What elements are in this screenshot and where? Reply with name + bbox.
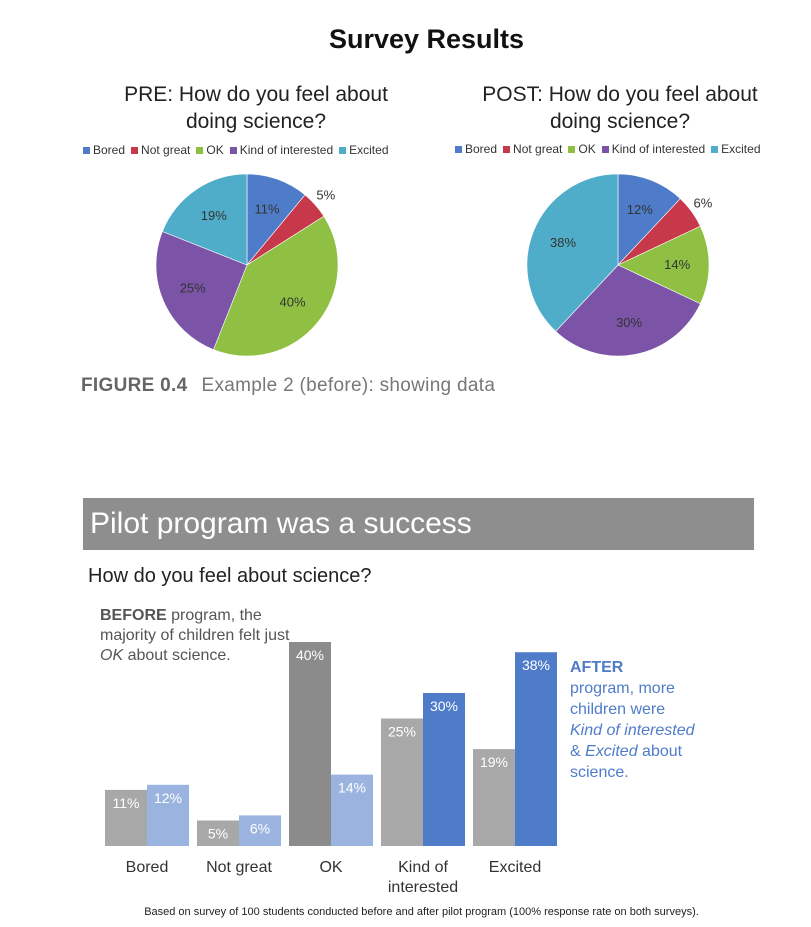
legend-item-ok: OK (196, 143, 224, 157)
legend-swatch (229, 146, 237, 154)
before-note-bold: BEFORE (100, 607, 167, 624)
pie-data-label: 14% (664, 257, 690, 272)
pie-data-label: 11% (255, 201, 280, 216)
after-note-italic-2: Excited (585, 743, 638, 760)
post-pie-legend: Bored Not great OK Kind of interested Ex… (455, 142, 761, 156)
legend-item-not-great: Not great (503, 142, 562, 156)
banner-title: Pilot program was a success (83, 498, 754, 550)
legend-swatch (568, 145, 576, 153)
legend-item-bored: Bored (455, 142, 497, 156)
before-note-italic: OK (100, 647, 124, 664)
bar-label-after: 6% (250, 820, 270, 836)
pie-data-label: 5% (316, 188, 335, 203)
pie-data-label: 6% (694, 195, 713, 210)
legend-swatch (196, 146, 204, 154)
category-label: Kind of (398, 859, 448, 876)
after-note-tail: about science. (570, 743, 683, 781)
legend-label: Kind of interested (611, 142, 706, 156)
pie-slice-ok (617, 225, 710, 305)
bar-label-before: 19% (480, 754, 508, 770)
bar-label-before: 40% (296, 647, 324, 663)
bar-label-before: 25% (388, 724, 416, 740)
bar-after-excited (515, 652, 557, 846)
legend-label: Bored (93, 143, 126, 157)
legend-label: Excited (349, 143, 389, 157)
pie-data-label: 40% (280, 295, 306, 310)
legend-swatch (455, 145, 462, 153)
category-label: Bored (126, 859, 169, 876)
bar-before-not-great (197, 820, 239, 846)
bar-chart-question: How do you feel about science? (88, 565, 372, 587)
pie-slice-excited (162, 173, 248, 266)
category-label: Excited (489, 859, 541, 876)
category-label: OK (319, 859, 342, 876)
legend-label: Excited (721, 142, 761, 156)
bar-label-after: 30% (430, 698, 458, 714)
survey-title: Survey Results (328, 24, 525, 54)
legend-swatch (503, 145, 511, 153)
bar-chart: 11% 12% Bored 5% 6% Not great 40% 14% OK 25% 30% Ki… (105, 642, 557, 896)
figure-caption-text: Example 2 (before): showing data (201, 375, 496, 396)
pie-data-label: 30% (616, 315, 642, 330)
legend-label: OK (578, 142, 596, 156)
legend-label: Kind of interested (239, 143, 334, 157)
after-annotation: AFTER program, more children were Kind of… (570, 657, 700, 783)
legend-swatch (339, 146, 347, 154)
pie-slice-bored (617, 173, 681, 266)
pie-slice-kind-of-interested (555, 264, 701, 357)
legend-label: Not great (513, 142, 563, 156)
bar-before-kind-of-interested (381, 718, 423, 846)
legend-item-ok: OK (568, 142, 596, 156)
after-note-text: program, more children were (570, 680, 675, 718)
pie-data-label: 25% (180, 280, 206, 295)
legend-item-kind-of-interested: Kind of interested (601, 142, 706, 156)
after-note-italic-1: Kind of interested (570, 722, 695, 739)
after-note-bold: AFTER (570, 659, 624, 676)
legend-swatch (83, 146, 90, 154)
pie-slice-kind-of-interested (155, 231, 248, 350)
legend-swatch (601, 145, 609, 153)
before-note-tail: about science. (123, 647, 231, 664)
pie-data-label: 19% (201, 208, 227, 223)
category-label: Not great (206, 859, 272, 876)
bar-after-ok (331, 774, 373, 846)
pre-pie-title: PRE: How do you feel about doing science… (124, 83, 388, 133)
figure-number: FIGURE 0.4 (81, 375, 188, 396)
bar-after-kind-of-interested (423, 693, 465, 846)
legend-item-bored: Bored (83, 143, 125, 157)
bar-label-before: 11% (113, 795, 140, 811)
footnote: Based on survey of 100 students conducte… (144, 906, 699, 918)
legend-item-not-great: Not great (131, 143, 190, 157)
legend-label: Not great (141, 143, 191, 157)
pie-data-label: 38% (550, 235, 576, 250)
legend-label: OK (206, 143, 224, 157)
legend-item-excited: Excited (711, 142, 761, 156)
legend-label: Bored (465, 142, 498, 156)
figure-caption: FIGURE 0.4 Example 2 (before): showing da… (81, 375, 495, 397)
before-annotation: BEFORE program, the majority of children… (100, 606, 300, 666)
pie-slice-excited (526, 173, 619, 332)
bar-after-bored (147, 784, 189, 846)
bar-before-bored (105, 789, 147, 846)
post-pie-title: POST: How do you feel about doing scienc… (482, 83, 758, 133)
legend-swatch (711, 145, 719, 153)
category-label: interested (388, 879, 458, 896)
bar-before-excited (473, 749, 515, 846)
legend-swatch (131, 146, 139, 154)
bar-label-after: 14% (338, 780, 366, 796)
bar-label-after: 12% (154, 790, 182, 806)
bar-label-before: 5% (208, 826, 228, 842)
bar-before-ok (289, 642, 331, 846)
pie-slice-ok (213, 215, 339, 357)
pie-data-label: 12% (627, 202, 653, 217)
pre-pie-chart: 11% 5% 40% 25% 19% (155, 173, 339, 357)
after-note-amp: & (570, 743, 586, 760)
legend-item-kind-of-interested: Kind of interested (229, 143, 334, 157)
bar-after-not-great (239, 815, 281, 846)
pre-pie-legend: Bored Not great OK Kind of interested Ex… (83, 143, 389, 157)
before-note-text: program, the majority of children felt j… (100, 607, 290, 644)
bar-label-after: 38% (522, 657, 550, 673)
legend-item-excited: Excited (339, 143, 389, 157)
post-pie-chart: 12% 6% 14% 30% 38% (526, 173, 713, 357)
